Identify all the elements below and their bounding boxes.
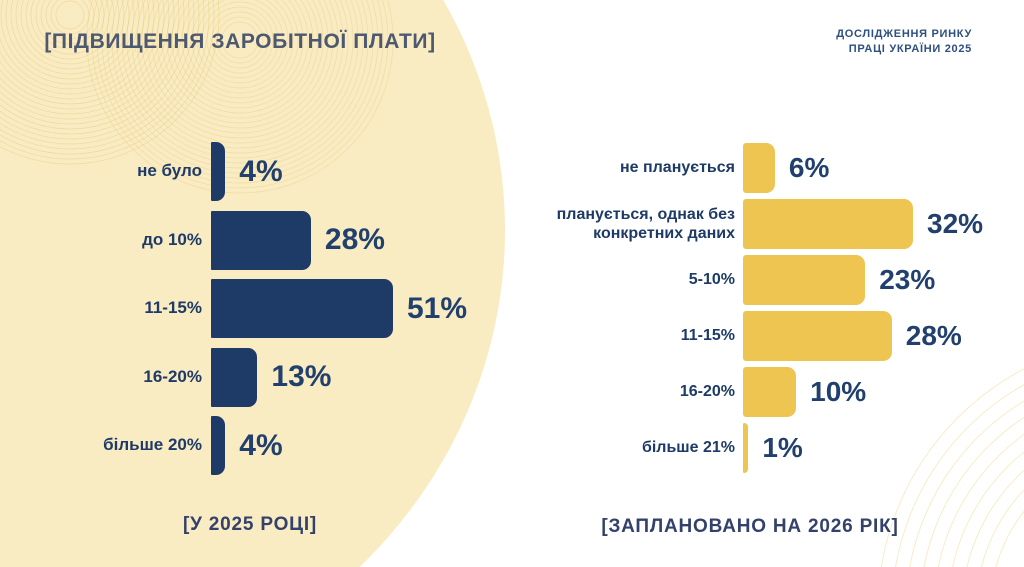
value-label: 4% — [239, 428, 283, 462]
bar — [211, 279, 393, 338]
chart-row: 16-20% 13% — [30, 347, 467, 407]
category-label: 11-15% — [680, 327, 735, 345]
chart-row: 11-15% 51% — [30, 279, 467, 338]
category-label: планується, однак без конкретних даних — [556, 205, 735, 242]
category-label: не було — [137, 161, 202, 181]
value-label: 32% — [927, 207, 984, 239]
value-label: 10% — [810, 375, 867, 407]
source-label: ДОСЛІДЖЕННЯ РИНКУ ПРАЦІ УКРАЇНИ 2025 — [836, 27, 972, 57]
chart-row: більше 21% 1% — [520, 423, 983, 473]
value-label: 13% — [271, 360, 332, 393]
bar — [743, 255, 866, 305]
bar — [211, 142, 226, 201]
value-label: 4% — [239, 154, 283, 188]
chart-row: більше 20% 4% — [30, 416, 467, 475]
bar — [743, 199, 913, 249]
chart-row: не планується 6% — [520, 143, 983, 193]
chart-2026-bars: не планується 6% планується, однак без кон… — [520, 143, 983, 473]
bar — [743, 423, 749, 473]
page-title: [ПІДВИЩЕННЯ ЗАРОБІТНОЇ ПЛАТИ] — [44, 30, 436, 53]
category-label: 11-15% — [144, 298, 202, 318]
value-label: 51% — [407, 291, 468, 325]
chart-row: до 10% 28% — [30, 210, 467, 270]
value-label: 6% — [788, 151, 830, 183]
chart-row: 16-20% 10% — [520, 367, 983, 417]
chart-row: не було 4% — [30, 142, 467, 201]
chart-row: планується, однак без конкретних даних 32… — [520, 199, 983, 249]
value-label: 1% — [762, 431, 803, 463]
category-label: 5-10% — [688, 271, 735, 289]
source-label-line1: ДОСЛІДЖЕННЯ РИНКУ — [836, 28, 972, 40]
bar — [743, 143, 775, 193]
chart-row: 11-15% 28% — [520, 311, 983, 361]
category-label: не планується — [619, 159, 735, 177]
category-label: більше 21% — [641, 439, 735, 457]
value-label: 28% — [324, 223, 385, 256]
category-label: 16-20% — [679, 383, 735, 401]
bar — [743, 367, 797, 417]
bar — [211, 347, 258, 407]
value-label: 28% — [905, 319, 962, 351]
bar — [211, 210, 311, 270]
chart-2025-bars: не було 4% до 10% 28% 11-15% 51% 16-20% 13% біль… — [30, 142, 467, 475]
bar — [211, 416, 226, 475]
category-label: 16-20% — [143, 366, 202, 386]
bar — [743, 311, 892, 361]
value-label: 23% — [879, 263, 936, 295]
source-label-line2: ПРАЦІ УКРАЇНИ 2025 — [848, 43, 972, 55]
category-label: більше 20% — [103, 435, 202, 455]
chart-row: 5-10% 23% — [520, 255, 983, 305]
chart-2026-caption: [ЗАПЛАНОВАНО НА 2026 РІК] — [601, 516, 899, 537]
chart-2025-caption: [У 2025 РОЦІ] — [182, 514, 318, 535]
category-label: до 10% — [142, 229, 202, 249]
